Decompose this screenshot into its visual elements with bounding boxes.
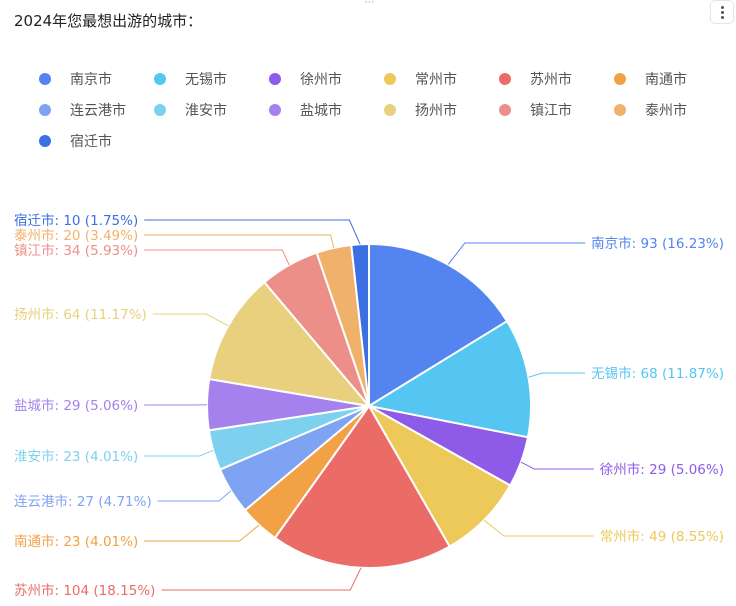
more-vertical-icon-dot [720,5,724,9]
more-menu-button[interactable] [710,0,734,24]
leader-line [520,461,594,470]
legend-marker [39,73,51,85]
legend-item[interactable]: 连云港市 [39,102,126,119]
legend-label: 扬州市 [415,102,457,119]
slice-label: 南京市: 93 (16.23%) [591,235,724,252]
slice-label: 镇江市: 34 (5.93%) [14,242,138,259]
leader-line [144,234,335,249]
legend-item[interactable]: 南京市 [39,71,112,88]
legend-item[interactable]: 盐城市 [269,102,342,119]
legend-marker [614,73,626,85]
drag-handle-icon[interactable]: ⋯ [364,0,376,8]
slice-label: 扬州市: 64 (11.17%) [14,306,147,323]
legend-label: 南京市 [70,71,112,88]
legend-marker [154,73,166,85]
leader-line [528,372,586,378]
pie-slice[interactable] [350,242,370,407]
legend-marker [499,104,511,116]
legend-label: 无锡市 [185,71,227,88]
leader-line [161,567,362,591]
more-vertical-icon-dot [720,10,724,14]
leader-line [447,242,586,265]
legend-item[interactable]: 宿迁市 [39,133,112,150]
legend-item[interactable]: 南通市 [614,71,687,88]
legend-item[interactable]: 扬州市 [384,102,457,119]
slice-labels: 南京市: 93 (16.23%) 无锡市: 68 (11.87%) 徐州市: 29 … [14,212,724,599]
legend-item[interactable]: 徐州市 [269,71,342,88]
leader-line [144,524,260,542]
slice-label: 徐州市: 29 (5.06%) [600,461,724,478]
legend-marker [39,104,51,116]
slice-label: 南通市: 23 (4.01%) [14,533,138,550]
legend-marker [614,104,626,116]
legend-label: 南通市 [645,71,687,88]
slice-label: 淮安市: 23 (4.01%) [14,448,138,465]
slice-label: 宿迁市: 10 (1.75%) [14,212,138,229]
slice-label: 连云港市: 27 (4.71%) [14,493,152,510]
slice-label: 苏州市: 104 (18.15%) [14,582,155,599]
legend-marker [384,104,396,116]
pie-slice[interactable] [368,243,509,407]
legend-label: 常州市 [415,71,457,88]
legend-label: 镇江市 [530,102,572,119]
slice-label: 无锡市: 68 (11.87%) [591,365,724,382]
pie-slice[interactable] [368,405,512,548]
legend-item[interactable]: 苏州市 [499,71,572,88]
legend-item[interactable]: 常州市 [384,71,457,88]
leader-line [144,249,290,266]
legend-marker [269,104,281,116]
leader-line [157,490,232,502]
leader-line [144,219,361,245]
legend-marker [269,73,281,85]
legend-label: 盐城市 [300,102,342,119]
leader-line [483,519,594,537]
legend-marker [384,73,396,85]
pie-slices [206,242,532,569]
legend-label: 连云港市 [70,102,126,119]
leader-line [144,449,214,457]
legend-label: 徐州市 [300,71,342,88]
legend-label: 宿迁市 [70,133,112,150]
legend-item[interactable]: 镇江市 [499,102,572,119]
leader-line [152,313,229,327]
legend-label: 苏州市 [530,71,572,88]
slice-label: 盐城市: 29 (5.06%) [14,397,138,414]
more-vertical-icon-dot [720,15,724,19]
legend-marker [154,104,166,116]
slice-label: 泰州市: 20 (3.49%) [14,227,138,244]
slice-label: 常州市: 49 (8.55%) [600,528,724,545]
chart-title: 2024年您最想出游的城市： [14,12,203,30]
legend-label: 淮安市 [185,102,227,119]
legend-item[interactable]: 淮安市 [154,102,227,119]
legend-marker [39,135,51,147]
legend-item[interactable]: 无锡市 [154,71,227,88]
legend-label: 泰州市 [645,102,687,119]
pie-slice[interactable] [208,281,370,407]
legend-item[interactable]: 泰州市 [614,102,687,119]
legend-marker [499,73,511,85]
